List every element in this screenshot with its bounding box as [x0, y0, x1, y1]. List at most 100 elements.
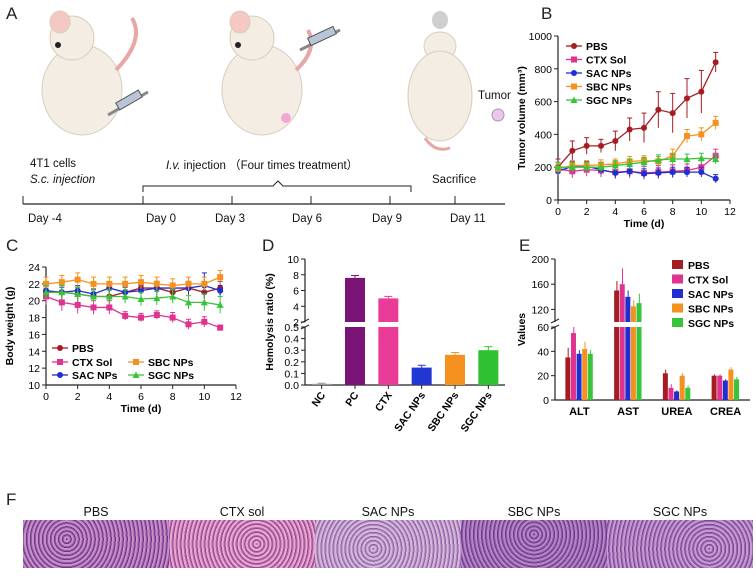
y-tick-label: 24: [28, 262, 40, 274]
data-point: [641, 124, 647, 131]
sc-injection-label: S.c. injection: [30, 174, 96, 186]
data-point: [121, 293, 129, 300]
bar: [636, 327, 642, 400]
legend-label: CTX Sol: [72, 357, 112, 369]
y-tick-label: 8: [293, 270, 299, 282]
data-point: [90, 280, 97, 287]
data-point: [169, 314, 176, 321]
legend-label: PBS: [586, 41, 608, 53]
histology-image-sgc: [607, 520, 753, 568]
bar: [625, 296, 631, 322]
data-point: [105, 293, 113, 300]
data-point: [554, 163, 562, 171]
data-point: [106, 304, 113, 311]
day-label: Day 11: [450, 213, 486, 225]
data-point: [684, 95, 690, 102]
mouse-illustration-1: [41, 10, 149, 136]
data-point: [712, 175, 719, 182]
data-point: [201, 280, 208, 287]
data-point: [697, 154, 705, 162]
x-tick-label: 12: [230, 391, 242, 403]
x-tick-label: 8: [170, 391, 176, 403]
data-point: [153, 294, 161, 302]
legend-label: SBC NPs: [586, 82, 632, 94]
panel-letter-f: F: [6, 490, 17, 509]
legend-label: SGC NPs: [148, 370, 194, 382]
y-tick-label: 10: [28, 380, 40, 392]
y-tick-label: 200: [534, 162, 552, 174]
y-axis-title: Tumor volume (mm³): [516, 66, 528, 170]
bar: [734, 379, 740, 400]
day-label: Day 9: [372, 213, 403, 225]
legend-marker: [133, 359, 139, 365]
data-point: [74, 276, 81, 283]
legend-marker: [57, 345, 63, 351]
y-tick-label: 4: [293, 301, 299, 313]
x-tick-label: 12: [724, 206, 736, 218]
legend-label: CTX Sol: [586, 55, 626, 67]
data-point: [169, 293, 177, 300]
data-point: [106, 280, 113, 287]
y-tick-label: 600: [534, 97, 552, 109]
panel-letter-b: B: [541, 4, 553, 23]
mouse-illustration-3: [407, 11, 473, 151]
data-point: [712, 59, 719, 66]
histology-image-sbc: [461, 520, 607, 568]
data-point: [684, 133, 690, 140]
x-tick-label: 6: [641, 206, 647, 218]
data-point: [669, 110, 676, 117]
bar: [614, 290, 620, 322]
legend-swatch: [672, 318, 683, 327]
sacrifice-label: Sacrifice: [432, 174, 477, 186]
bar: [685, 387, 691, 400]
data-point: [137, 295, 145, 303]
bar: [378, 327, 399, 385]
data-point: [669, 169, 676, 176]
y-tick-label: 22: [28, 279, 40, 291]
day-label: Day 3: [215, 213, 246, 225]
bar: [625, 327, 631, 400]
y-tick-label: 2: [293, 317, 299, 329]
bar: [345, 327, 365, 385]
x-tick-label: 2: [584, 206, 590, 218]
data-point: [698, 131, 705, 138]
y-tick-label: 400: [534, 129, 552, 141]
bar: [614, 327, 620, 400]
data-point: [185, 298, 192, 306]
data-point: [583, 163, 591, 171]
bar: [619, 284, 625, 322]
legend-marker: [570, 96, 578, 103]
y-tick-label: 0.5: [284, 322, 299, 334]
mouse-illustration-2: [221, 10, 341, 136]
day-label: Day 0: [146, 213, 177, 225]
data-point: [138, 279, 144, 286]
legend-swatch: [672, 289, 683, 298]
y-axis-title: Body weight (g): [4, 287, 16, 366]
legend-label: SAC NPs: [586, 68, 632, 80]
bar: [668, 387, 674, 400]
bar: [679, 375, 685, 400]
data-point: [626, 160, 634, 167]
legend-swatch: [672, 274, 683, 284]
y-tick-label: 0.4: [284, 334, 299, 346]
data-point: [698, 169, 705, 176]
data-point: [612, 137, 619, 144]
iv-prefix: I.v.: [166, 160, 181, 172]
bar: [311, 383, 332, 385]
bar: [345, 277, 365, 322]
x-tick-label: 10: [198, 391, 210, 403]
bar: [582, 348, 588, 400]
legend-marker: [571, 43, 577, 49]
x-tick-label: ALT: [569, 406, 590, 418]
data-point: [90, 293, 97, 300]
legend-label: CTX Sol: [688, 275, 728, 287]
y-tick-label: 16: [28, 329, 40, 341]
histology-image-ctx: [169, 520, 315, 568]
iv-suffix: injection （Four times treatment）: [180, 160, 359, 172]
bar: [565, 357, 571, 400]
y-tick-label: 0.0: [284, 380, 299, 392]
data-point: [712, 119, 719, 126]
axis-break-mark: [550, 318, 560, 324]
